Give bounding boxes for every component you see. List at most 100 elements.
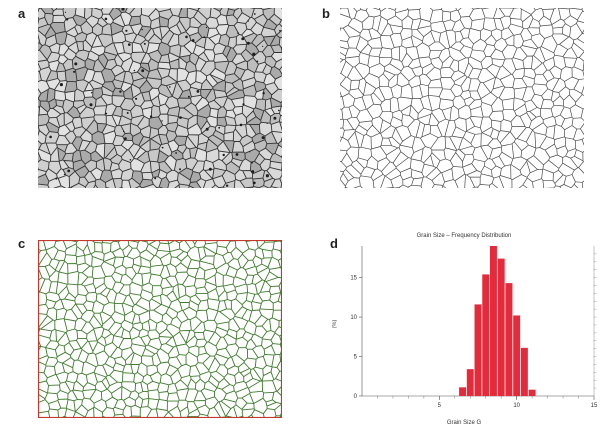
grain bbox=[38, 114, 50, 126]
grain bbox=[128, 178, 140, 188]
inclusion-dot bbox=[279, 29, 281, 32]
grain bbox=[256, 39, 268, 52]
grain bbox=[51, 8, 57, 11]
grain bbox=[271, 131, 282, 144]
inclusion-dot bbox=[67, 169, 71, 173]
grain bbox=[112, 79, 124, 89]
grain bbox=[216, 14, 228, 25]
inclusion-dot bbox=[266, 122, 268, 124]
inclusion-dot bbox=[63, 173, 66, 176]
grain bbox=[185, 136, 196, 149]
grain bbox=[148, 8, 160, 21]
histogram-bar bbox=[482, 274, 490, 396]
grain bbox=[130, 105, 144, 118]
grain bbox=[105, 103, 117, 116]
grain bbox=[224, 124, 236, 134]
grain bbox=[262, 64, 272, 75]
grain bbox=[151, 105, 161, 118]
grain bbox=[105, 178, 116, 188]
grain bbox=[73, 159, 86, 172]
grain bbox=[130, 115, 145, 126]
grain bbox=[179, 17, 191, 32]
grain bbox=[140, 52, 152, 64]
grain bbox=[64, 17, 77, 33]
inclusion-dot bbox=[149, 115, 153, 118]
grain bbox=[111, 168, 123, 179]
grain bbox=[133, 147, 146, 159]
grain bbox=[91, 35, 103, 48]
grain bbox=[120, 12, 132, 26]
grain bbox=[200, 89, 212, 99]
grain bbox=[218, 34, 230, 47]
inclusion-dot bbox=[241, 37, 245, 41]
inclusion-dot bbox=[91, 92, 93, 94]
inclusion-dot bbox=[185, 35, 188, 39]
grain bbox=[138, 136, 151, 147]
grain bbox=[242, 141, 256, 154]
grain bbox=[210, 74, 224, 84]
panel-border bbox=[38, 240, 282, 418]
inclusion-dot bbox=[73, 70, 76, 73]
inclusion-dot bbox=[74, 62, 78, 66]
grain bbox=[137, 116, 150, 130]
grain bbox=[92, 71, 105, 85]
grain bbox=[189, 147, 198, 159]
inclusion-dot bbox=[222, 153, 225, 157]
grain bbox=[110, 22, 124, 36]
x-axis-label: Grain Size G bbox=[447, 420, 482, 426]
histogram-bar bbox=[490, 246, 497, 396]
inclusion-dot bbox=[141, 69, 145, 73]
inclusion-dot bbox=[121, 8, 125, 11]
grain bbox=[52, 15, 66, 23]
grain bbox=[243, 33, 258, 44]
grain bbox=[189, 17, 202, 28]
x-tick-label: 5 bbox=[438, 403, 442, 409]
grain bbox=[101, 68, 116, 83]
inclusion-dot bbox=[253, 13, 256, 15]
inclusion-dot bbox=[180, 8, 182, 10]
grain bbox=[271, 52, 282, 62]
grain bbox=[64, 33, 77, 47]
grain-boundaries bbox=[340, 8, 584, 188]
grain bbox=[205, 139, 218, 153]
grain bbox=[112, 135, 125, 146]
inclusion-dot bbox=[161, 146, 164, 149]
grain bbox=[102, 81, 116, 93]
grain bbox=[236, 34, 248, 46]
grain bbox=[90, 45, 106, 56]
inclusion-dot bbox=[129, 159, 132, 161]
grain bbox=[147, 68, 162, 80]
grain bbox=[140, 160, 152, 173]
grain bbox=[40, 100, 51, 113]
grain bbox=[39, 44, 52, 60]
grain bbox=[166, 82, 177, 97]
grain bbox=[254, 71, 267, 83]
grain bbox=[207, 28, 219, 39]
grain bbox=[195, 57, 207, 72]
grain bbox=[185, 60, 197, 73]
grain bbox=[38, 60, 49, 70]
grain bbox=[177, 68, 189, 82]
grain bbox=[209, 68, 226, 81]
panel-b-background bbox=[340, 8, 584, 188]
inclusion-dot bbox=[261, 98, 263, 100]
grain bbox=[252, 178, 265, 188]
grain bbox=[263, 19, 277, 30]
inclusion-dot bbox=[205, 127, 209, 131]
inclusion-dot bbox=[246, 41, 250, 45]
grain bbox=[148, 148, 160, 162]
grain bbox=[215, 125, 225, 135]
grain bbox=[204, 169, 214, 179]
grain bbox=[253, 107, 264, 121]
grain bbox=[271, 89, 282, 103]
inclusion-dot bbox=[225, 184, 229, 187]
grain bbox=[161, 30, 174, 45]
grain bbox=[73, 100, 85, 109]
grain bbox=[177, 98, 192, 108]
grain bbox=[101, 86, 114, 97]
grain bbox=[179, 46, 192, 58]
grain bbox=[64, 131, 77, 144]
grain bbox=[177, 172, 191, 186]
grain bbox=[158, 114, 169, 126]
grain bbox=[148, 50, 162, 63]
